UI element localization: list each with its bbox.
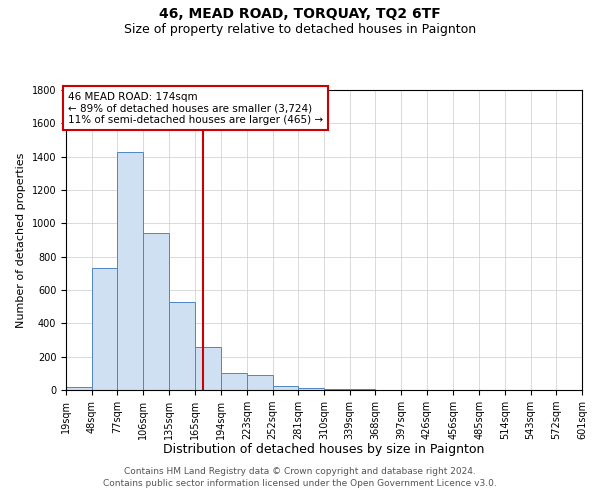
Bar	[169, 302, 196, 390]
Bar	[221, 372, 247, 390]
Bar	[247, 375, 272, 390]
Bar	[92, 268, 118, 390]
Text: 46 MEAD ROAD: 174sqm
← 89% of detached houses are smaller (3,724)
11% of semi-de: 46 MEAD ROAD: 174sqm ← 89% of detached h…	[68, 92, 323, 125]
Bar	[272, 386, 298, 390]
Text: Size of property relative to detached houses in Paignton: Size of property relative to detached ho…	[124, 22, 476, 36]
Bar	[324, 388, 350, 390]
Bar	[66, 386, 92, 390]
Bar	[298, 388, 324, 390]
Bar	[350, 389, 376, 390]
Text: Contains HM Land Registry data © Crown copyright and database right 2024.
Contai: Contains HM Land Registry data © Crown c…	[103, 466, 497, 487]
Bar	[196, 346, 221, 390]
Bar	[118, 152, 143, 390]
Text: 46, MEAD ROAD, TORQUAY, TQ2 6TF: 46, MEAD ROAD, TORQUAY, TQ2 6TF	[159, 8, 441, 22]
Bar	[143, 234, 169, 390]
Y-axis label: Number of detached properties: Number of detached properties	[16, 152, 26, 328]
Text: Distribution of detached houses by size in Paignton: Distribution of detached houses by size …	[163, 442, 485, 456]
